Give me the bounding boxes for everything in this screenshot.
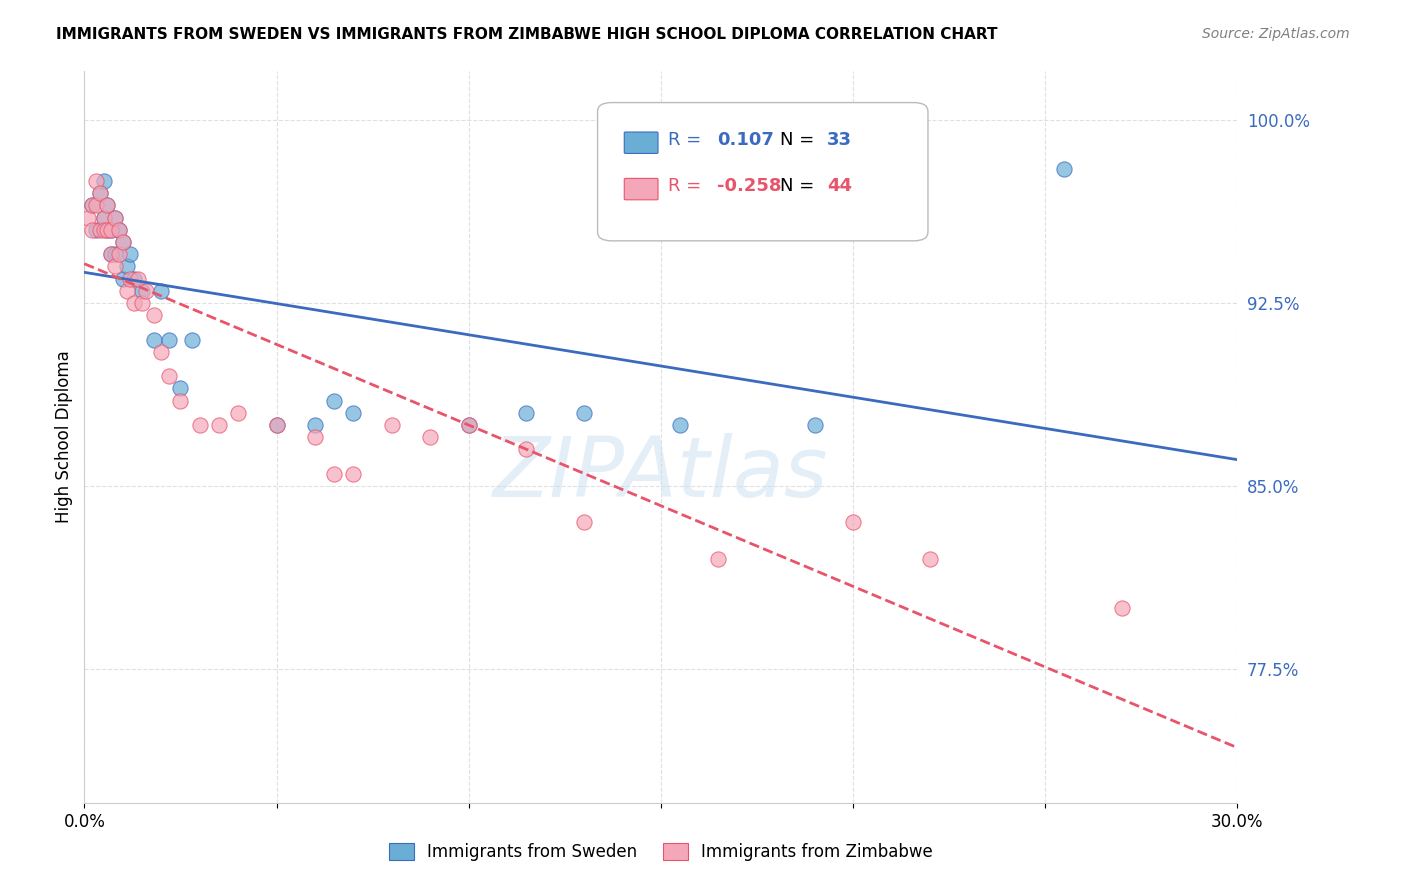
Point xyxy=(127,271,149,285)
Point xyxy=(323,393,346,408)
Point xyxy=(131,284,153,298)
Text: N =: N = xyxy=(780,131,814,149)
Point xyxy=(115,284,138,298)
Point xyxy=(100,247,122,261)
Point xyxy=(84,223,107,237)
Point xyxy=(120,271,142,285)
Point xyxy=(157,333,180,347)
Point xyxy=(93,211,115,225)
Point xyxy=(181,333,204,347)
Point xyxy=(96,198,118,212)
Text: 0.107: 0.107 xyxy=(717,131,773,149)
Point xyxy=(457,417,479,432)
Point xyxy=(304,430,326,444)
Point xyxy=(108,223,131,237)
Point xyxy=(208,417,231,432)
Point xyxy=(304,417,326,432)
Point xyxy=(1053,161,1076,176)
Legend: Immigrants from Sweden, Immigrants from Zimbabwe: Immigrants from Sweden, Immigrants from … xyxy=(382,836,939,868)
Point xyxy=(515,442,537,457)
Point xyxy=(669,417,692,432)
Point xyxy=(111,235,134,249)
Point xyxy=(93,211,115,225)
Point xyxy=(89,186,111,201)
Point xyxy=(96,198,118,212)
Text: 44: 44 xyxy=(827,178,852,195)
Point xyxy=(124,296,146,310)
Point xyxy=(80,198,103,212)
Point xyxy=(111,271,134,285)
Point xyxy=(188,417,211,432)
Point xyxy=(135,284,157,298)
Point xyxy=(169,381,191,395)
Point xyxy=(80,198,103,212)
Point xyxy=(96,223,118,237)
Point xyxy=(108,247,131,261)
Point xyxy=(803,417,825,432)
Point xyxy=(111,235,134,249)
Point xyxy=(142,333,165,347)
Text: ZIPAtlas: ZIPAtlas xyxy=(494,434,828,514)
Point xyxy=(515,406,537,420)
Point xyxy=(266,417,288,432)
Point xyxy=(120,247,142,261)
Point xyxy=(342,467,364,481)
Point xyxy=(93,174,115,188)
Point xyxy=(104,260,127,274)
Point xyxy=(108,223,131,237)
Point xyxy=(150,284,173,298)
Point xyxy=(342,406,364,420)
Point xyxy=(96,223,118,237)
Point xyxy=(142,308,165,322)
Point xyxy=(100,223,122,237)
Point xyxy=(572,516,595,530)
Point xyxy=(80,223,103,237)
Point xyxy=(381,417,404,432)
Point xyxy=(842,516,865,530)
Point xyxy=(115,260,138,274)
Point xyxy=(89,223,111,237)
Point xyxy=(918,552,941,566)
Point xyxy=(104,211,127,225)
Y-axis label: High School Diploma: High School Diploma xyxy=(55,351,73,524)
Text: -0.258: -0.258 xyxy=(717,178,782,195)
Point xyxy=(419,430,441,444)
Point xyxy=(157,369,180,384)
Point xyxy=(150,344,173,359)
Point xyxy=(84,198,107,212)
Point xyxy=(104,247,127,261)
Point xyxy=(100,247,122,261)
Point xyxy=(100,223,122,237)
Text: IMMIGRANTS FROM SWEDEN VS IMMIGRANTS FROM ZIMBABWE HIGH SCHOOL DIPLOMA CORRELATI: IMMIGRANTS FROM SWEDEN VS IMMIGRANTS FRO… xyxy=(56,27,998,42)
Point xyxy=(169,393,191,408)
Text: N =: N = xyxy=(780,178,814,195)
Point xyxy=(572,406,595,420)
Point xyxy=(266,417,288,432)
Point xyxy=(89,186,111,201)
Text: 33: 33 xyxy=(827,131,852,149)
Point xyxy=(457,417,479,432)
Point xyxy=(323,467,346,481)
Point xyxy=(131,296,153,310)
Point xyxy=(707,552,730,566)
Text: R =: R = xyxy=(668,178,702,195)
Text: Source: ZipAtlas.com: Source: ZipAtlas.com xyxy=(1202,27,1350,41)
Point xyxy=(84,174,107,188)
Text: R =: R = xyxy=(668,131,702,149)
Point xyxy=(93,223,115,237)
Point xyxy=(77,211,100,225)
Point xyxy=(226,406,249,420)
Point xyxy=(1111,600,1133,615)
Point xyxy=(124,271,146,285)
Point xyxy=(104,211,127,225)
